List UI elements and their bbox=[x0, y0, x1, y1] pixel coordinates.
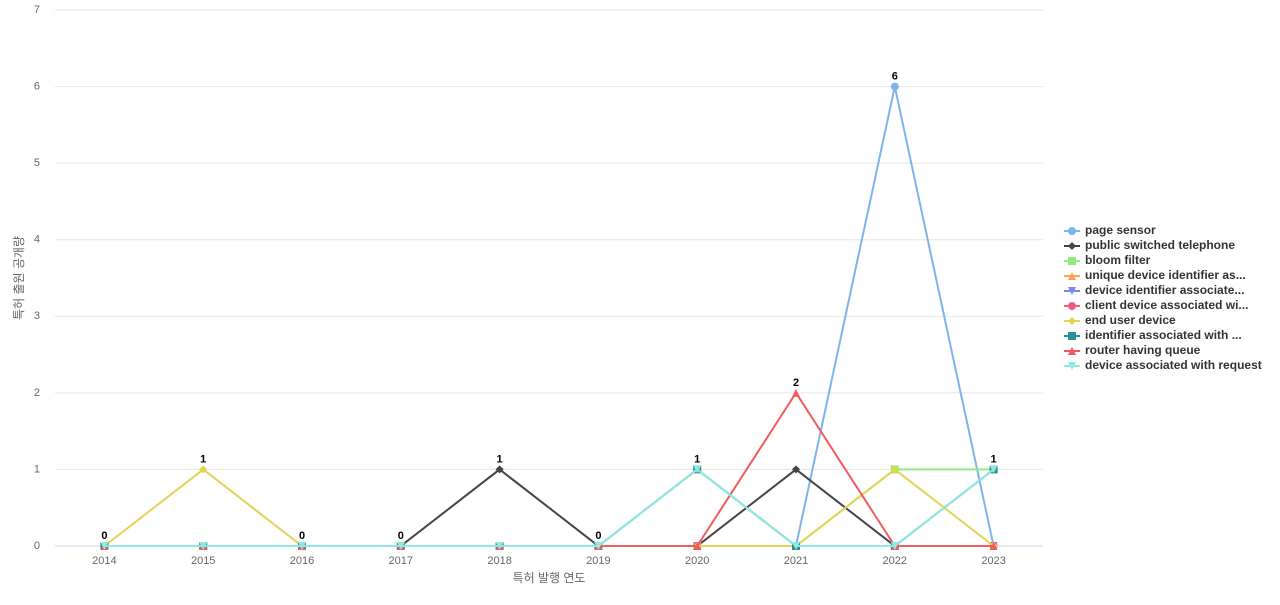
x-tick-label: 2019 bbox=[586, 555, 610, 567]
y-tick-label: 0 bbox=[34, 540, 40, 552]
series-line bbox=[104, 468, 994, 547]
x-tick-label: 2023 bbox=[981, 555, 1005, 567]
y-tick-label: 1 bbox=[34, 463, 40, 475]
data-label: 0 bbox=[101, 530, 107, 542]
data-label: 0 bbox=[299, 530, 305, 542]
data-point bbox=[989, 465, 998, 474]
legend-label: end user device bbox=[1085, 313, 1176, 327]
legend-label: identifier associated with ... bbox=[1085, 328, 1242, 342]
data-point bbox=[199, 465, 208, 474]
data-label: 1 bbox=[497, 453, 503, 465]
data-point bbox=[495, 465, 504, 474]
y-tick-label: 3 bbox=[34, 310, 40, 322]
legend-label: device identifier associate... bbox=[1085, 283, 1244, 297]
x-tick-label: 2015 bbox=[191, 555, 215, 567]
y-tick-label: 2 bbox=[34, 387, 40, 399]
series bbox=[100, 465, 998, 550]
series-line bbox=[104, 468, 995, 547]
data-point bbox=[693, 465, 702, 474]
data-label: 2 bbox=[793, 377, 799, 389]
data-point bbox=[792, 542, 800, 550]
y-tick-label: 5 bbox=[34, 157, 40, 169]
y-axis-title: 특허 출원 공개량 bbox=[12, 236, 26, 320]
legend-label: router having queue bbox=[1085, 343, 1201, 357]
data-point bbox=[396, 542, 405, 550]
y-tick-label: 7 bbox=[34, 4, 40, 16]
legend-marker bbox=[1068, 332, 1076, 340]
data-point bbox=[693, 542, 702, 550]
data-label: 6 bbox=[892, 70, 898, 82]
legend-label: unique device identifier as... bbox=[1085, 268, 1246, 282]
data-point bbox=[199, 542, 208, 550]
legend-marker bbox=[1068, 242, 1076, 250]
legend-marker bbox=[1068, 302, 1076, 310]
data-label: 0 bbox=[595, 530, 601, 542]
data-point bbox=[890, 465, 899, 474]
data-point bbox=[792, 465, 800, 474]
x-tick-label: 2017 bbox=[389, 555, 413, 567]
legend-label: device associated with request bbox=[1085, 358, 1262, 372]
x-tick-label: 2020 bbox=[685, 555, 709, 567]
data-label: 1 bbox=[200, 453, 206, 465]
legend-marker bbox=[1068, 227, 1076, 235]
legend-marker bbox=[1068, 317, 1076, 325]
x-tick-label: 2018 bbox=[487, 555, 511, 567]
x-axis-title: 특허 발행 연도 bbox=[513, 570, 586, 585]
data-point bbox=[989, 542, 998, 550]
data-point bbox=[890, 82, 899, 91]
data-label: 1 bbox=[694, 453, 700, 465]
legend-label: page sensor bbox=[1085, 223, 1156, 237]
y-tick-label: 4 bbox=[34, 234, 40, 246]
data-label: 1 bbox=[991, 453, 997, 465]
legend-label: bloom filter bbox=[1085, 253, 1151, 267]
legend-marker bbox=[1068, 257, 1076, 265]
legend-marker bbox=[1068, 347, 1076, 355]
x-tick-label: 2016 bbox=[290, 555, 314, 567]
data-label: 0 bbox=[398, 530, 404, 542]
x-tick-label: 2021 bbox=[784, 555, 808, 567]
data-point bbox=[792, 388, 800, 397]
y-tick-label: 6 bbox=[34, 80, 40, 92]
legend-label: client device associated wi... bbox=[1085, 298, 1248, 312]
data-point bbox=[890, 542, 899, 550]
legend-marker bbox=[1068, 272, 1076, 280]
data-point bbox=[495, 542, 504, 550]
series bbox=[100, 465, 998, 550]
x-tick-label: 2022 bbox=[883, 555, 907, 567]
x-tick-label: 2014 bbox=[92, 555, 116, 567]
legend-label: public switched telephone bbox=[1085, 238, 1235, 252]
data-point bbox=[100, 542, 109, 550]
data-point bbox=[594, 542, 603, 550]
legend-marker bbox=[1068, 287, 1076, 295]
data-point bbox=[298, 542, 306, 550]
legend-marker bbox=[1068, 362, 1076, 370]
